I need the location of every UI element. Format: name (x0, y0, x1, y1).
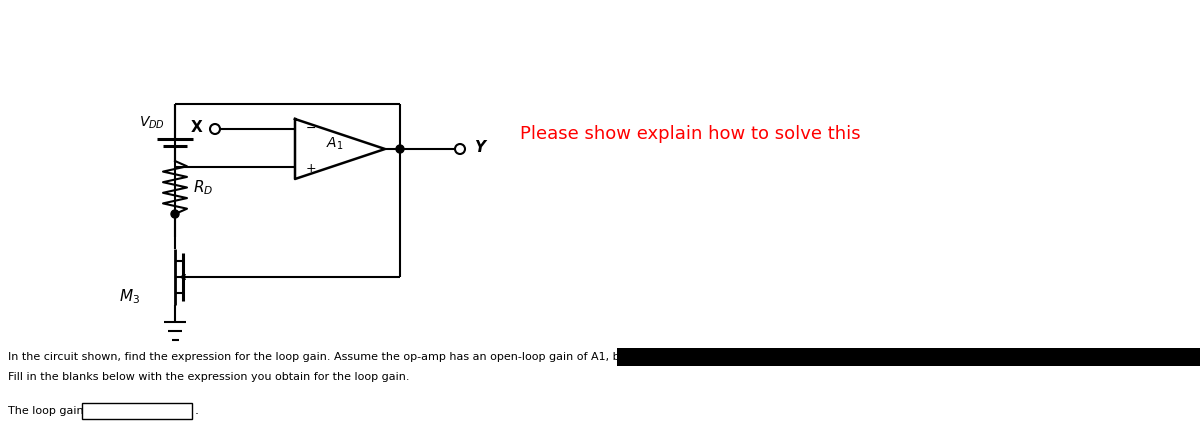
FancyBboxPatch shape (82, 403, 192, 419)
Circle shape (172, 210, 179, 218)
Text: Please show explain how to solve this: Please show explain how to solve this (520, 125, 860, 143)
Circle shape (396, 145, 404, 153)
Text: .: . (194, 405, 199, 417)
Text: Y: Y (474, 139, 486, 154)
Text: Fill in the blanks below with the expression you obtain for the loop gain.: Fill in the blanks below with the expres… (8, 372, 409, 382)
Text: $R_D$: $R_D$ (193, 178, 214, 197)
Text: X: X (191, 120, 203, 135)
Text: $A_1$: $A_1$ (326, 136, 343, 152)
Text: $M_3$: $M_3$ (120, 288, 140, 306)
Text: $V_{DD}$: $V_{DD}$ (139, 114, 166, 131)
Text: $+$: $+$ (305, 163, 317, 175)
Text: The loop gain is: The loop gain is (8, 406, 96, 416)
Text: In the circuit shown, find the expression for the loop gain. Assume the op-amp h: In the circuit shown, find the expressio… (8, 352, 888, 362)
Bar (617, 348, 1200, 366)
Text: $-$: $-$ (306, 121, 317, 133)
